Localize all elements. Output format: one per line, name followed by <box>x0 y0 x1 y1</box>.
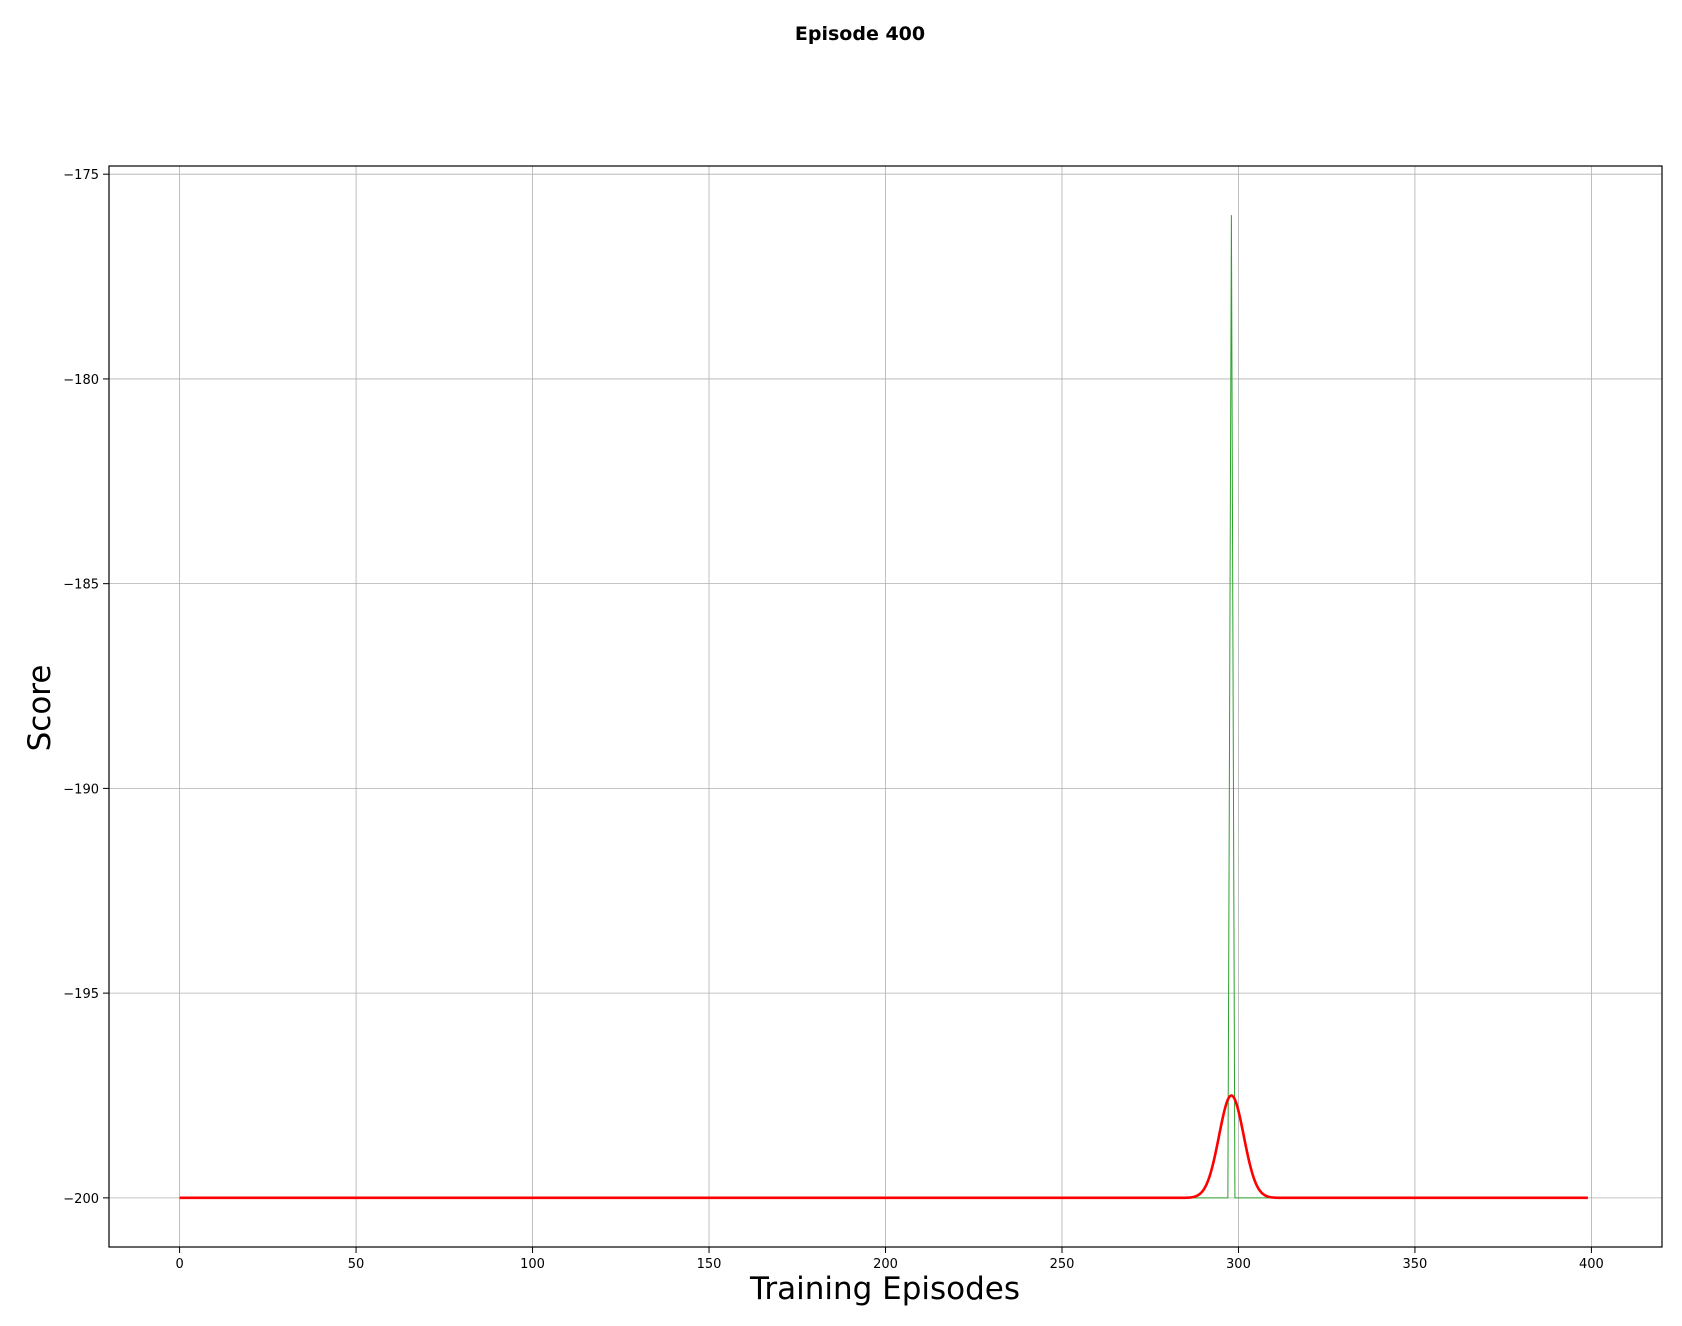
series-line-raw <box>179 215 1588 1199</box>
x-tick-label: 0 <box>175 1257 183 1272</box>
y-tick-label: −195 <box>63 987 99 1002</box>
y-tick-label: −200 <box>63 1192 99 1207</box>
y-tick-label: −175 <box>63 168 99 183</box>
x-tick-label: 50 <box>348 1257 365 1272</box>
x-axis-ticks: 0 50 100 150 200 250 300 350 400 <box>175 1247 1604 1272</box>
y-tick-label: −180 <box>63 373 99 388</box>
y-axis-label: Score <box>22 665 58 752</box>
grid-lines <box>109 166 1662 1247</box>
x-tick-label: 250 <box>1050 1257 1075 1272</box>
x-axis-label: Training Episodes <box>749 1271 1020 1307</box>
y-axis-ticks: −175 −180 −185 −190 −195 −200 <box>63 168 109 1207</box>
series-line-smoothed <box>179 1094 1589 1200</box>
x-tick-label: 150 <box>697 1257 722 1272</box>
x-tick-label: 200 <box>873 1257 898 1272</box>
chart-title: Episode 400 <box>795 23 925 45</box>
x-tick-label: 300 <box>1226 1257 1251 1272</box>
series-group <box>179 215 1589 1200</box>
y-tick-label: −190 <box>63 782 99 797</box>
x-tick-label: 100 <box>520 1257 545 1272</box>
x-tick-label: 400 <box>1579 1257 1604 1272</box>
y-tick-label: −185 <box>63 578 99 593</box>
x-tick-label: 350 <box>1403 1257 1428 1272</box>
